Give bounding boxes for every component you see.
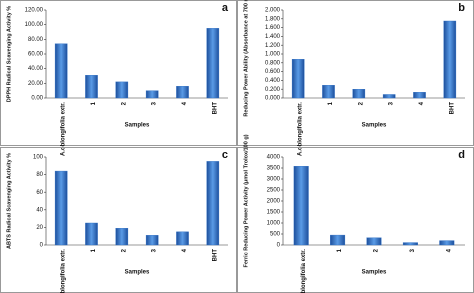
y-tick-label: 100.00 <box>25 22 44 28</box>
y-tick-label: 4000 <box>267 155 281 161</box>
y-tick-label: 1.800 <box>265 16 281 22</box>
x-tick-label: 3 <box>152 101 158 105</box>
y-tick-label: 120.00 <box>25 8 44 14</box>
bar <box>115 228 129 246</box>
y-tick-label: 1500 <box>267 210 281 216</box>
bar <box>413 92 426 99</box>
y-tick-label: 1000 <box>267 221 281 227</box>
y-tick-label: 0 <box>277 243 281 249</box>
y-tick-label: 0.200 <box>265 87 281 93</box>
y-tick-label: 0 <box>40 243 44 249</box>
panel-border <box>0 0 237 146</box>
x-tick-label: A.oblongifolia extr. <box>298 102 304 156</box>
y-tick-label: 3500 <box>267 166 281 172</box>
x-tick-label: 2 <box>374 248 380 252</box>
y-tick-label: 40 <box>36 207 43 213</box>
y-tick-label: 100 <box>33 155 44 161</box>
bar <box>206 28 220 99</box>
x-tick-label: 3 <box>152 248 158 252</box>
y-tick-label: 1.000 <box>265 52 281 58</box>
x-tick-label: 4 <box>419 101 425 105</box>
bar <box>382 94 396 99</box>
y-tick-label: 2500 <box>267 188 281 194</box>
y-tick-label: 2000 <box>267 199 281 205</box>
bar <box>85 75 98 99</box>
x-tick-label: 1 <box>91 248 97 252</box>
x-tick-label: 3 <box>389 101 395 105</box>
bar <box>402 242 418 246</box>
x-tick-label: 4 <box>182 248 188 252</box>
y-tick-label: 80 <box>36 172 43 178</box>
bar <box>322 85 335 99</box>
bar <box>366 237 382 246</box>
y-tick-label: 0.400 <box>265 78 281 84</box>
bar <box>352 88 366 99</box>
x-axis-label: Samples <box>125 270 150 276</box>
bar <box>293 166 309 246</box>
panel-label: b <box>458 2 465 14</box>
y-tick-label: 0.000 <box>265 96 281 102</box>
y-axis-label: ABTS Radical Scavenging Activity % <box>6 153 12 249</box>
y-axis-label: DPPH Radical Scavenging Activity % <box>6 6 12 102</box>
y-tick-label: 500 <box>270 232 281 238</box>
panel-label: c <box>222 149 228 161</box>
bar <box>85 222 98 246</box>
x-tick-label: 2 <box>121 101 127 105</box>
x-axis-label: Samples <box>125 123 150 129</box>
x-tick-label: 1 <box>328 101 334 105</box>
bar <box>176 86 189 99</box>
panel-label: d <box>458 149 465 161</box>
bar <box>54 43 68 99</box>
y-tick-label: 0.00 <box>31 96 43 102</box>
x-tick-label: A.oblongifolia extr. <box>61 249 67 293</box>
bar <box>176 231 189 246</box>
x-tick-label: 1 <box>337 248 343 252</box>
bar <box>115 81 129 99</box>
y-tick-label: 0.800 <box>265 60 281 66</box>
y-tick-label: 60 <box>36 190 43 196</box>
x-axis-label: Samples <box>362 270 387 276</box>
bar <box>54 170 68 246</box>
bar <box>443 20 457 99</box>
x-tick-label: 2 <box>121 248 127 252</box>
x-tick-label: 4 <box>446 248 452 252</box>
y-tick-label: 2.000 <box>265 8 281 14</box>
y-axis-label: Reducing Power Ability (Absorbance at 70… <box>243 0 249 117</box>
y-tick-label: 20 <box>36 225 43 231</box>
y-tick-label: 40.00 <box>28 66 44 72</box>
x-tick-label: BHT <box>212 102 218 115</box>
x-tick-label: 1 <box>91 101 97 105</box>
y-axis-label: Ferric Reducing Power Activity (μmol Tro… <box>243 134 249 267</box>
bar <box>145 90 159 99</box>
bar <box>206 161 220 246</box>
bar <box>330 234 346 246</box>
y-tick-label: 1.200 <box>265 43 281 49</box>
x-tick-label: BHT <box>212 249 218 262</box>
y-tick-label: 0.600 <box>265 69 281 75</box>
y-tick-label: 60.00 <box>28 52 44 58</box>
y-tick-label: 20.00 <box>28 81 44 87</box>
y-tick-label: 1.600 <box>265 25 281 31</box>
bar <box>145 235 159 246</box>
x-tick-label: BHT <box>449 102 455 115</box>
x-tick-label: A.oblongifolia extr. <box>61 102 67 156</box>
bar <box>291 59 305 99</box>
y-tick-label: 80.00 <box>28 37 44 43</box>
x-tick-label: A.oblongifolia extr. <box>301 249 307 293</box>
y-tick-label: 3000 <box>267 177 281 183</box>
x-axis-label: Samples <box>362 123 387 129</box>
x-tick-label: 2 <box>358 101 364 105</box>
panel-label: a <box>222 2 229 14</box>
x-tick-label: 4 <box>182 101 188 105</box>
y-tick-label: 1.400 <box>265 34 281 40</box>
x-tick-label: 3 <box>410 248 416 252</box>
bar <box>439 240 455 246</box>
panel-border <box>0 147 237 293</box>
